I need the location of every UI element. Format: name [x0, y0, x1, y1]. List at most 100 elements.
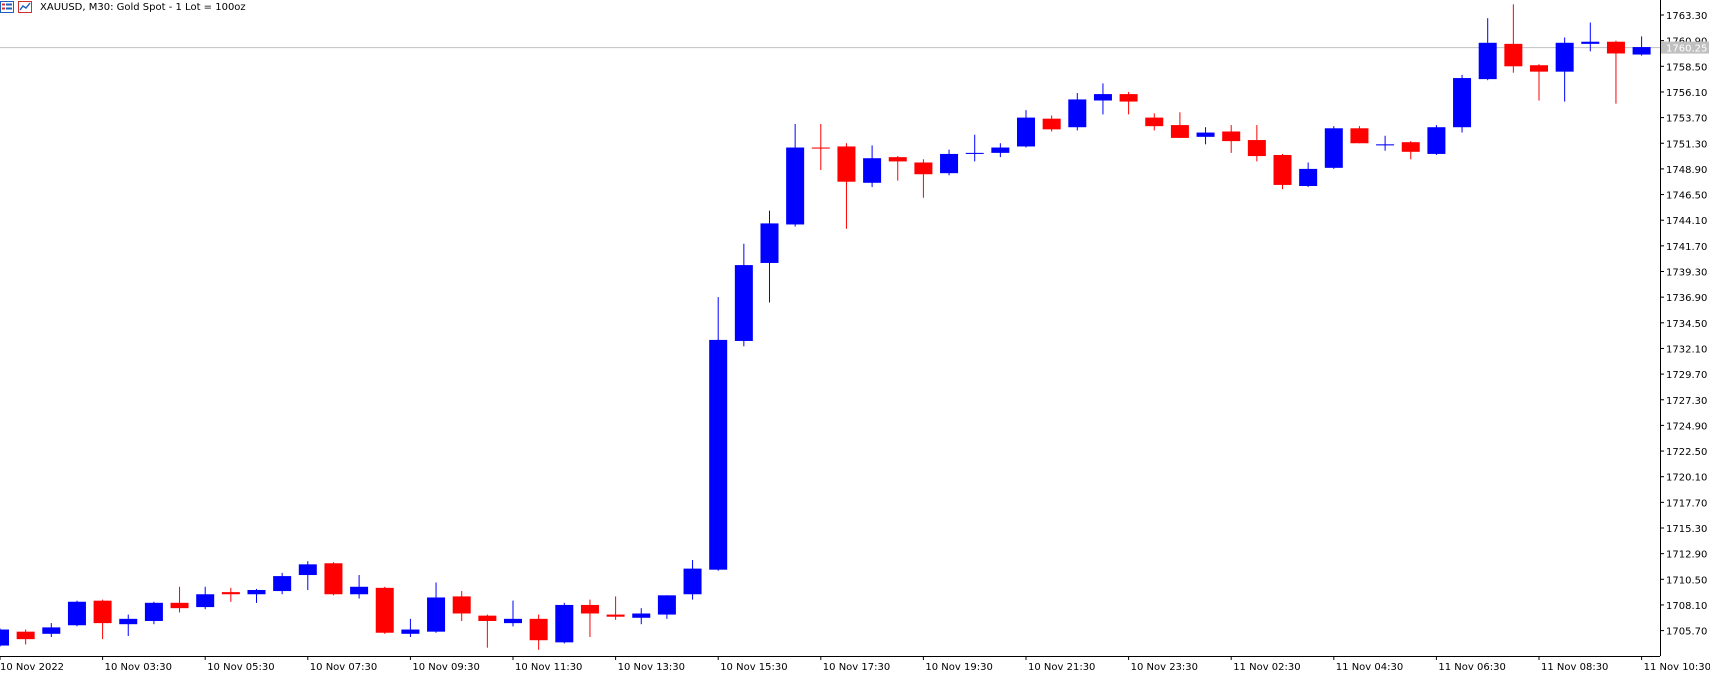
candle	[1350, 126, 1369, 144]
candle	[914, 159, 933, 198]
y-tick-label: 1751.30	[1666, 139, 1707, 150]
candle	[1145, 113, 1164, 131]
candle	[1632, 36, 1651, 56]
candle-body	[324, 563, 343, 595]
candle	[1453, 74, 1472, 133]
candle	[863, 145, 882, 188]
y-tick-label: 1708.10	[1666, 601, 1707, 612]
chart-list-icon[interactable]	[0, 1, 14, 13]
candle	[144, 601, 163, 625]
candle	[734, 243, 753, 347]
candle-body	[734, 265, 753, 341]
candle	[427, 582, 446, 633]
candle-body	[1555, 42, 1574, 72]
candle	[1222, 125, 1241, 153]
candle	[16, 629, 35, 645]
candle	[811, 124, 830, 170]
candle	[478, 614, 497, 648]
candle-body	[1145, 117, 1164, 127]
candle-body	[991, 147, 1010, 153]
candle-body	[1324, 128, 1343, 168]
y-tick-label: 1724.90	[1666, 421, 1707, 432]
y-tick-label: 1748.90	[1666, 165, 1707, 176]
y-tick-label: 1715.30	[1666, 524, 1707, 535]
candle-body	[170, 602, 189, 609]
x-tick-label: 10 Nov 17:30	[823, 662, 890, 673]
candle	[606, 596, 625, 620]
candle-body	[221, 592, 240, 595]
candle-body	[580, 604, 599, 614]
candle	[298, 561, 317, 590]
y-tick-label: 1763.30	[1666, 11, 1707, 22]
candle-body	[888, 157, 907, 162]
y-tick-label: 1710.50	[1666, 575, 1707, 586]
candle-body	[760, 223, 779, 263]
candle	[1555, 37, 1574, 102]
y-tick-label: 1758.50	[1666, 62, 1707, 73]
candle	[991, 143, 1010, 158]
candle	[1119, 91, 1138, 115]
candle	[1606, 40, 1625, 104]
candle-body	[965, 152, 984, 154]
candle-body	[119, 618, 138, 625]
y-tick-label: 1756.10	[1666, 88, 1707, 99]
candle-body	[1478, 42, 1497, 80]
candle	[555, 602, 574, 644]
candle-body	[504, 618, 522, 624]
y-tick-label: 1744.10	[1666, 216, 1707, 227]
y-tick-label: 1727.30	[1666, 396, 1707, 407]
candle-body	[93, 600, 112, 624]
y-tick-label: 1722.50	[1666, 447, 1707, 458]
candle	[1401, 141, 1420, 160]
candle	[0, 628, 9, 647]
y-tick-label: 1736.90	[1666, 293, 1707, 304]
candle	[529, 614, 548, 650]
candle	[1427, 125, 1446, 156]
candle	[760, 210, 779, 303]
candle	[632, 608, 651, 625]
candle-body	[401, 629, 420, 634]
y-tick-label: 1739.30	[1666, 268, 1707, 279]
candle-body	[273, 576, 292, 592]
candle-body	[1273, 155, 1292, 185]
candle	[221, 587, 240, 602]
candle	[1581, 22, 1600, 52]
candle	[1042, 115, 1061, 132]
candle-body	[555, 604, 574, 643]
candle	[1530, 64, 1548, 101]
x-tick-label: 10 Nov 19:30	[925, 662, 992, 673]
candle	[1324, 126, 1343, 169]
candle-body	[940, 153, 959, 174]
x-tick-label: 11 Nov 10:30	[1644, 662, 1710, 673]
x-tick-label: 10 Nov 05:30	[207, 662, 274, 673]
y-tick-label: 1712.90	[1666, 550, 1707, 561]
candle	[1299, 162, 1318, 188]
candle-body	[1093, 94, 1112, 101]
candle	[1068, 93, 1087, 131]
candle-body	[1170, 125, 1189, 138]
candle	[657, 595, 676, 619]
y-tick-label: 1734.50	[1666, 319, 1707, 330]
candle-body	[1068, 99, 1087, 128]
x-tick-label: 10 Nov 15:30	[720, 662, 787, 673]
candle-body	[1247, 140, 1266, 157]
chart-title: XAUUSD, M30: Gold Spot - 1 Lot = 100oz	[40, 1, 246, 13]
x-tick-label: 11 Nov 06:30	[1438, 662, 1505, 673]
candle	[1504, 4, 1523, 73]
x-tick-label: 10 Nov 11:30	[515, 662, 582, 673]
x-tick-label: 10 Nov 2022	[0, 662, 64, 673]
candle-body	[1632, 47, 1651, 55]
candle	[170, 586, 189, 613]
candle	[67, 600, 86, 627]
candle-body	[1606, 41, 1625, 54]
candle	[504, 600, 522, 627]
candle	[1376, 135, 1395, 151]
candle-body	[67, 601, 86, 626]
candle-body	[709, 339, 728, 570]
candle-body	[1017, 117, 1035, 147]
chart-window-icon[interactable]	[18, 1, 32, 13]
candle-body	[350, 586, 369, 595]
candle-body	[786, 147, 805, 225]
